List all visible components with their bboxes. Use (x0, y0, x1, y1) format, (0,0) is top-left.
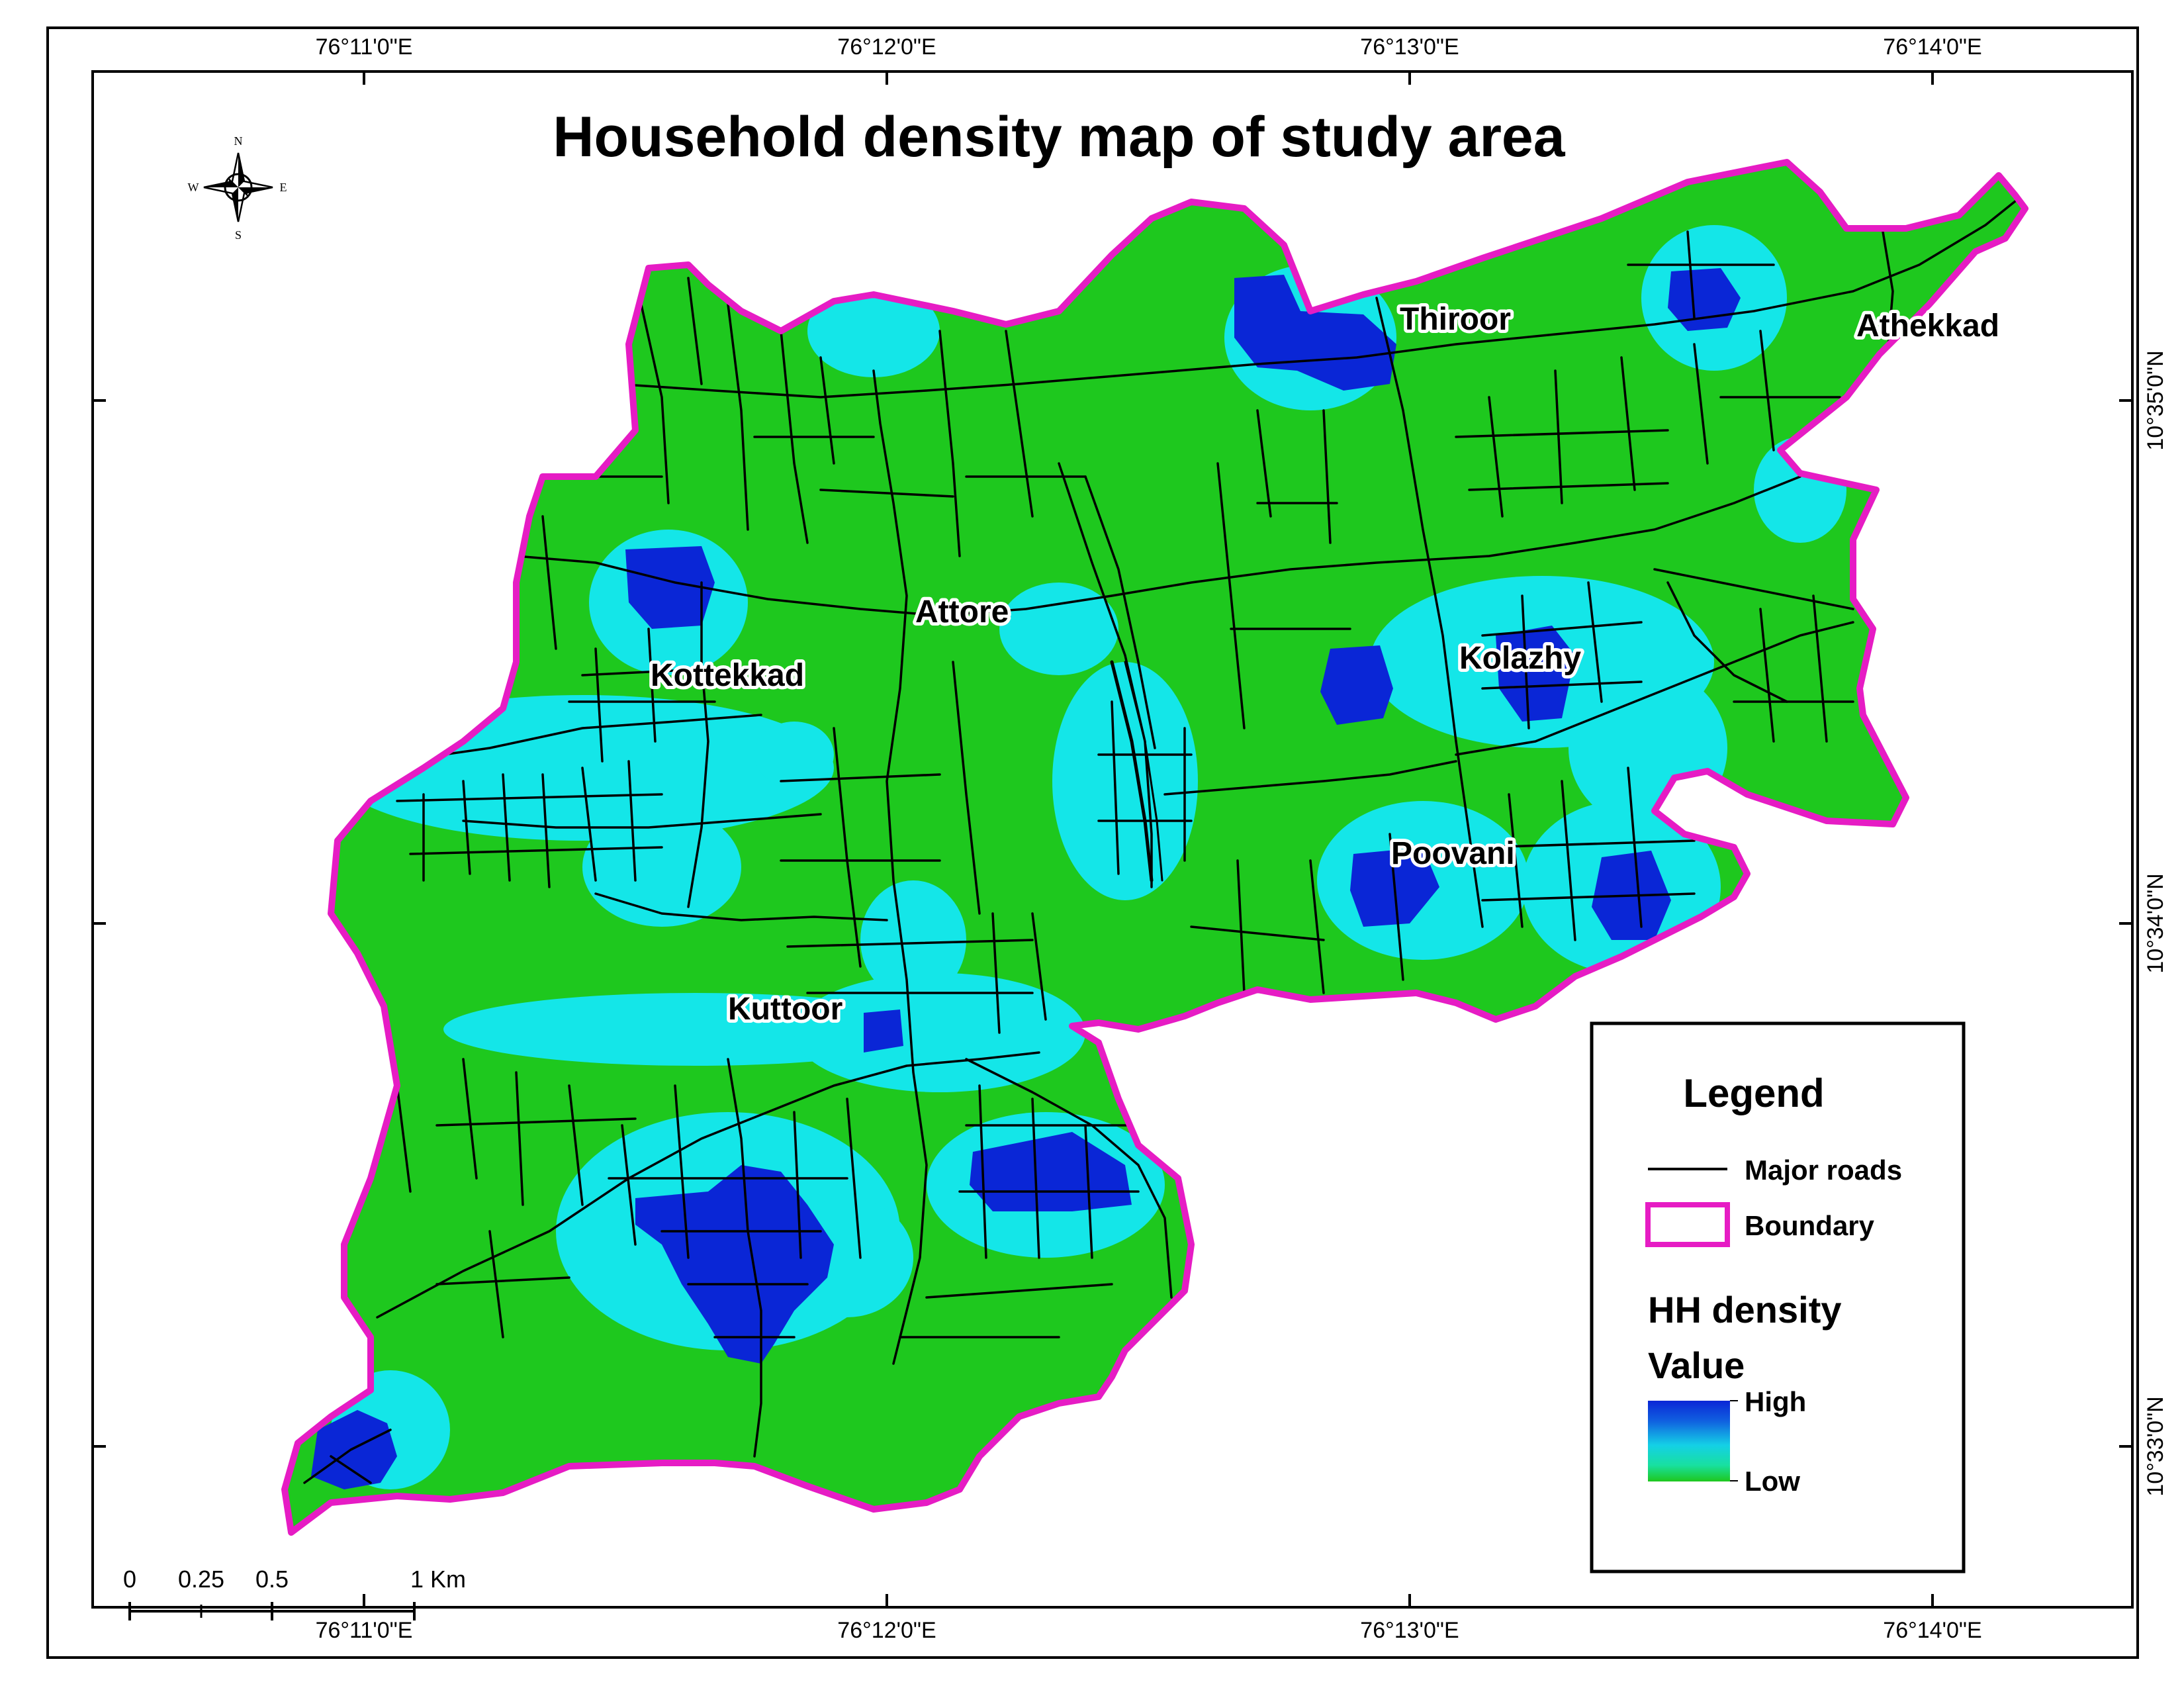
scale-label-0: 0 (123, 1566, 136, 1593)
place-label-kolazhy: Kolazhy (1459, 641, 1581, 676)
north-arrow-icon: N S E W (188, 134, 287, 242)
place-label-kuttoor: Kuttoor (728, 992, 842, 1027)
legend-box: Legend Major roads Boundary HH density V… (1590, 1021, 1966, 1573)
legend-boundary-label: Boundary (1745, 1210, 1875, 1241)
map-frame (91, 70, 2134, 1609)
compass-north-label: N (234, 134, 243, 148)
map-title: Household density map of study area (553, 105, 1565, 169)
top-label-4: 76°14'0"E (1883, 34, 1981, 60)
bottom-coordinate-labels: 76°11'0"E 76°12'0"E 76°13'0"E 76°14'0"E (316, 1618, 1982, 1643)
top-label-3: 76°13'0"E (1360, 34, 1459, 60)
outer-frame (46, 26, 2139, 1659)
bottom-label-4: 76°14'0"E (1883, 1618, 1981, 1643)
study-area-boundary (281, 159, 2028, 1536)
place-label-athekkad: Athekkad (1856, 308, 1999, 344)
right-coordinate-labels: 10°35'0"N 10°34'0"N 10°33'0"N (2143, 350, 2168, 1496)
compass-west-label: W (188, 181, 199, 194)
legend-boundary-swatch (1645, 1202, 1730, 1247)
place-label-thiroor: Thiroor (1400, 302, 1511, 337)
place-labels: Thiroor Athekkad Attore Kottekkad Kolazh… (647, 299, 2003, 1030)
compass-east-label: E (280, 181, 287, 194)
legend-title: Legend (1683, 1071, 1824, 1115)
road-network (303, 197, 2020, 1484)
graticule-ticks (93, 71, 2132, 1607)
scale-label-025: 0.25 (178, 1566, 224, 1593)
top-coordinate-labels: 76°11'0"E 76°12'0"E 76°13'0"E 76°14'0"E (316, 34, 1982, 60)
bottom-label-2: 76°12'0"E (837, 1618, 936, 1643)
place-label-poovani: Poovani (1391, 836, 1515, 871)
right-label-1: 10°35'0"N (2143, 350, 2168, 450)
scale-bar: 0 0.25 0.5 1 Km (123, 1566, 466, 1620)
legend-roads-label: Major roads (1745, 1154, 1902, 1186)
right-label-2: 10°34'0"N (2143, 873, 2168, 973)
top-label-1: 76°11'0"E (316, 34, 413, 60)
legend-density-title: HH density (1648, 1289, 1842, 1331)
scale-label-05: 0.5 (255, 1566, 289, 1593)
bottom-label-1: 76°11'0"E (316, 1618, 413, 1643)
top-label-2: 76°12'0"E (837, 34, 936, 60)
legend-density-ramp (1648, 1401, 1730, 1481)
compass-south-label: S (235, 228, 242, 242)
scale-label-1km: 1 Km (410, 1566, 466, 1593)
legend-low-label: Low (1745, 1466, 1800, 1497)
bottom-label-3: 76°13'0"E (1360, 1618, 1459, 1643)
place-label-attore: Attore (915, 594, 1009, 630)
right-label-3: 10°33'0"N (2143, 1396, 2168, 1496)
place-label-kottekkad: Kottekkad (651, 658, 804, 693)
legend-value-label: Value (1648, 1344, 1745, 1386)
legend-high-label: High (1745, 1386, 1806, 1417)
